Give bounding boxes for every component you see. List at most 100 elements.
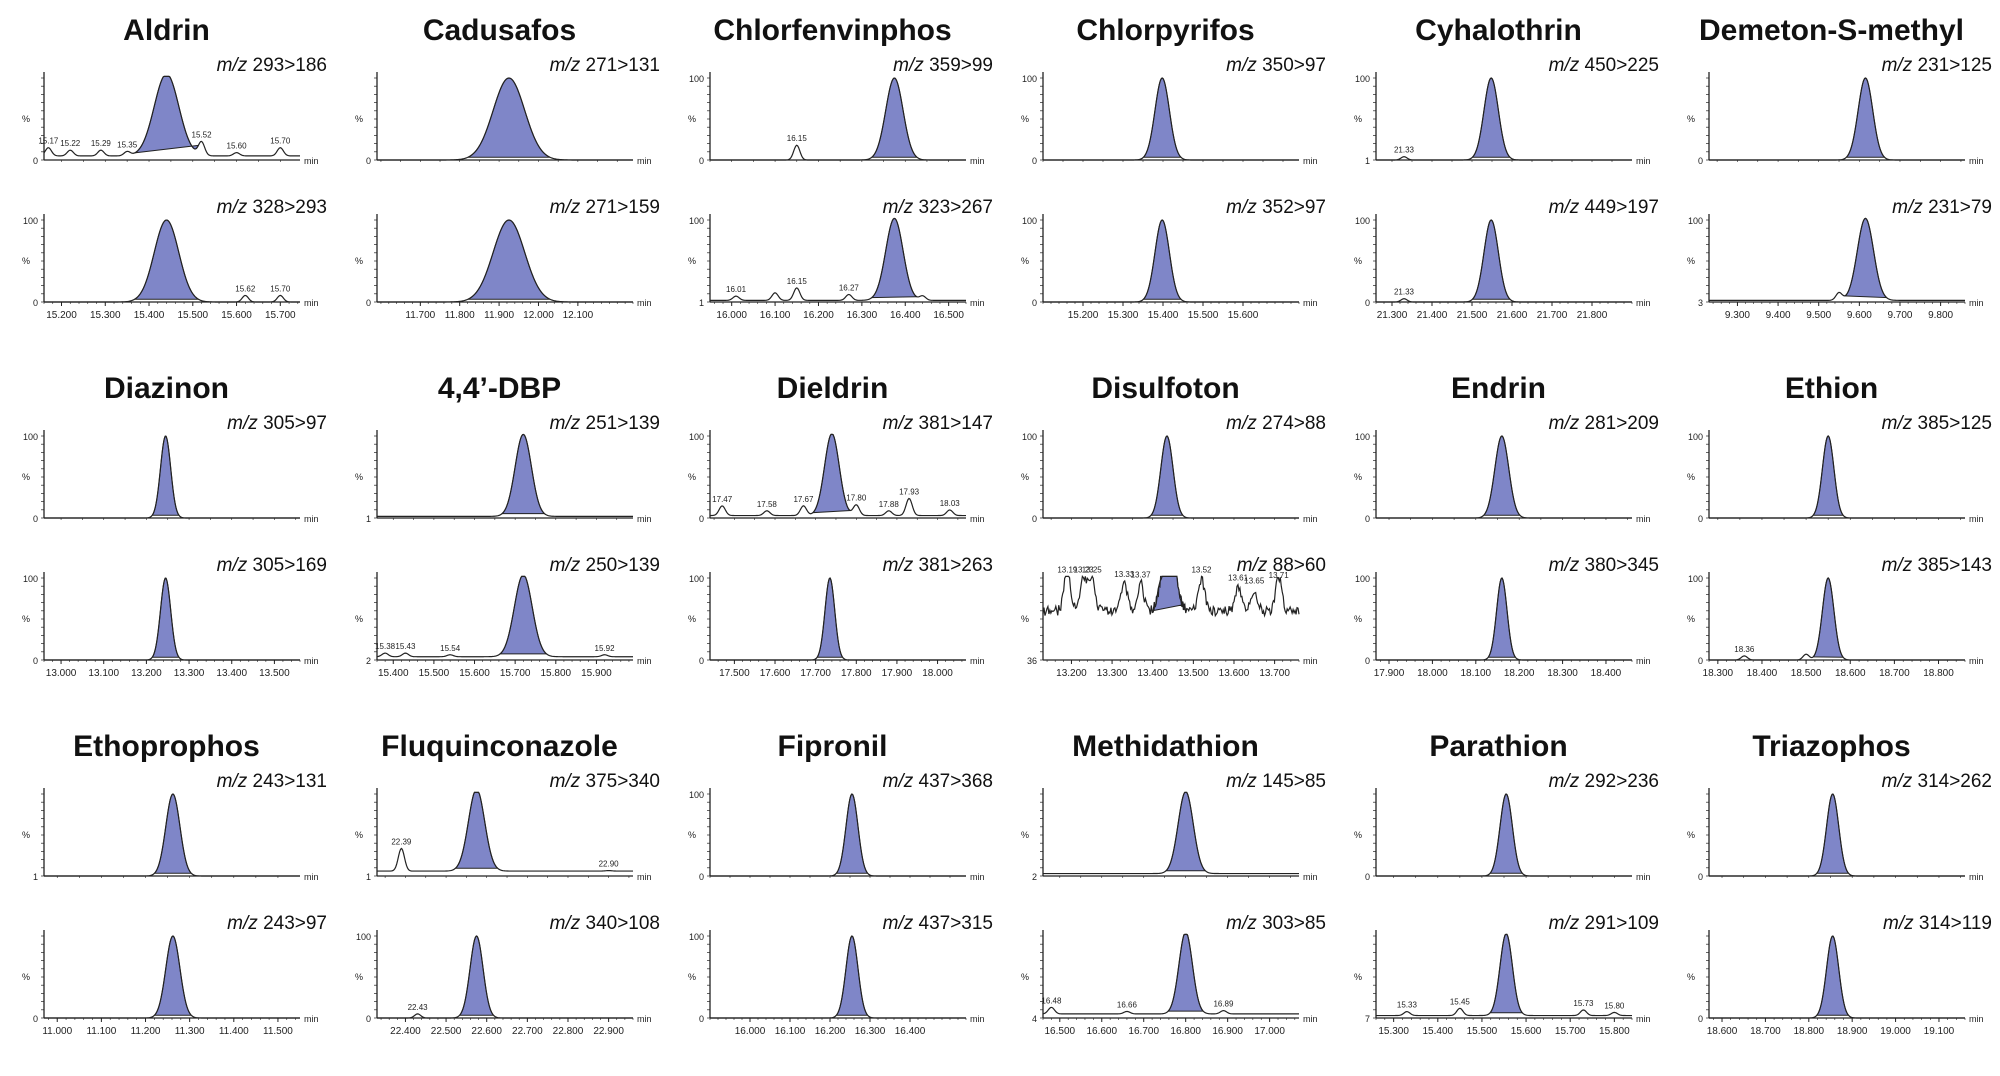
trace-panel: m/z 251>139% 1 min xyxy=(333,413,666,554)
compound-title: Cadusafos xyxy=(422,14,577,47)
trace-plot: % 100 0 min 17.900 18.000 18.100 18.200 18.300 18… xyxy=(1354,572,1651,679)
chromatogram-trace xyxy=(1709,577,1965,661)
mz-value: 328>293 xyxy=(252,197,328,218)
y-min-label: 1 xyxy=(366,872,371,882)
trace-plot: % 100 0 min 18.36 18.300 18.400 18.500 18.600 18.… xyxy=(1687,572,1984,679)
y-max-label: 100 xyxy=(689,574,704,584)
mz-value: 243>97 xyxy=(263,913,327,934)
units-label: min xyxy=(1636,1014,1651,1024)
peak-rt-label: 13.65 xyxy=(1244,577,1265,586)
percent-label: % xyxy=(1687,114,1695,124)
x-tick-label: 17.900 xyxy=(882,668,913,679)
mz-value: 250>139 xyxy=(585,555,661,576)
chromatogram-demeton-s-methyl: Demeton-S-methyl m/z 231>125% 0 min m/z 231>… xyxy=(1665,0,1998,358)
trace-plot: % 0 min xyxy=(355,72,652,166)
x-tick-label: 9.700 xyxy=(1887,310,1912,321)
y-max-label: 100 xyxy=(1688,432,1703,442)
chromatogram-trace xyxy=(377,433,633,517)
peak-rt-label: 15.70 xyxy=(270,137,291,146)
trace-plot: % 1 min xyxy=(22,788,319,882)
y-min-label: 0 xyxy=(33,156,38,166)
trace-plot: % 0 min xyxy=(1687,72,1984,166)
trace-panel: m/z 292>236% 0 min xyxy=(1332,771,1665,912)
trace-plot: % 100 0 min 15.62 15.70 15.200 15.300 15.400 15.5… xyxy=(22,214,319,321)
mz-value: 437>368 xyxy=(918,771,994,792)
x-tick-label: 17.900 xyxy=(1374,668,1405,679)
compound-title: Parathion xyxy=(1429,730,1568,763)
percent-label: % xyxy=(22,614,30,624)
y-min-label: 0 xyxy=(33,514,38,524)
x-tick-label: 15.600 xyxy=(1228,310,1259,321)
chromatogram-methidathion: Methidathion m/z 145>85% 2 min m/z 303>85% 4 m… xyxy=(999,716,1332,1074)
y-min-label: 36 xyxy=(1027,656,1037,666)
x-tick-label: 15.300 xyxy=(1378,1026,1409,1037)
trace-panel: m/z 437>368% 100 0 min xyxy=(666,771,999,912)
y-max-label: 100 xyxy=(1355,216,1370,226)
x-tick-label: 13.300 xyxy=(1097,668,1128,679)
trace-plot: % 1 min xyxy=(355,430,652,524)
trace-plot: % 100 0 min 13.000 13.100 13.200 13.300 13.400 13… xyxy=(22,572,319,679)
x-tick-label: 11.700 xyxy=(405,310,435,321)
chromatogram-cyhalothrin: Cyhalothrin m/z 450>225% 100 1 min 21.33 m/z 4… xyxy=(1332,0,1665,358)
chromatogram-aldrin: Aldrin m/z 293>186% 0 min 15.17 15.22 15.29 15.… xyxy=(0,0,333,358)
percent-label: % xyxy=(22,972,30,982)
trace-panel: m/z 340>108% 100 0 min 22.43 22.400 22.500 22.6… xyxy=(333,913,666,1054)
mz-value: 305>97 xyxy=(263,413,327,434)
mz-value: 323>267 xyxy=(918,197,994,218)
peak-rt-label: 16.15 xyxy=(787,277,808,286)
y-max-label: 100 xyxy=(689,790,704,800)
mz-value: 380>345 xyxy=(1584,555,1660,576)
percent-label: % xyxy=(22,472,30,482)
units-label: min xyxy=(970,156,985,166)
units-label: min xyxy=(304,156,319,166)
x-tick-label: 15.500 xyxy=(1467,1026,1498,1037)
x-tick-label: 16.400 xyxy=(890,310,921,321)
x-tick-label: 9.500 xyxy=(1806,310,1831,321)
mz-value: 450>225 xyxy=(1584,55,1660,76)
y-max-label: 100 xyxy=(1022,74,1037,84)
trace-plot: % 100 0 min xyxy=(1021,430,1318,524)
trace-plot: % 1 min 22.39 22.90 xyxy=(355,788,652,882)
mz-transition-label: m/z 231>125 xyxy=(1881,55,1992,76)
percent-label: % xyxy=(1687,472,1695,482)
x-tick-label: 15.300 xyxy=(90,310,121,321)
peak-rt-label: 16.66 xyxy=(1117,1000,1138,1009)
x-tick-label: 22.500 xyxy=(431,1026,462,1037)
y-min-label: 3 xyxy=(1698,298,1703,308)
x-tick-label: 15.700 xyxy=(500,668,531,679)
x-tick-label: 15.400 xyxy=(1422,1026,1453,1037)
mz-value: 271>159 xyxy=(585,197,661,218)
trace-plot: % 2 min xyxy=(1021,788,1318,882)
trace-panel: m/z 359>99% 100 0 min 16.15 xyxy=(666,55,999,196)
trace-plot: % 100 1 min 21.33 xyxy=(1354,72,1651,166)
peak-rt-label: 15.33 xyxy=(1397,1001,1418,1010)
peak-rt-label: 15.43 xyxy=(395,642,416,651)
trace-plot: % 7 min 15.33 15.45 15.73 15.80 15.300 15.400 15.… xyxy=(1354,930,1651,1037)
peak-rt-label: 22.90 xyxy=(599,860,620,869)
peak-rt-label: 15.62 xyxy=(235,284,256,293)
mz-transition-label: m/z 385>143 xyxy=(1881,555,1992,576)
mz-transition-label: m/z 328>293 xyxy=(216,197,328,218)
units-label: min xyxy=(1303,872,1318,882)
y-min-label: 2 xyxy=(1032,872,1037,882)
chromatogram-disulfoton: Disulfoton m/z 274>88% 100 0 min m/z 88>60% 36… xyxy=(999,358,1332,716)
x-tick-label: 16.500 xyxy=(1044,1026,1075,1037)
x-tick-label: 9.300 xyxy=(1725,310,1750,321)
percent-label: % xyxy=(1687,830,1695,840)
chromatogram-trace xyxy=(1043,219,1299,303)
x-tick-label: 13.500 xyxy=(259,668,290,679)
peak-rt-label: 16.89 xyxy=(1213,1000,1234,1009)
percent-label: % xyxy=(22,256,30,266)
trace-plot: % 2 min 15.38 15.43 15.54 15.92 15.400 15.500 15.… xyxy=(355,572,652,679)
percent-label: % xyxy=(688,830,696,840)
peak-rt-label: 15.80 xyxy=(1604,1001,1625,1010)
chromatogram-ethoprophos: Ethoprophos m/z 243>131% 1 min m/z 243>97% 0 m… xyxy=(0,716,333,1074)
x-tick-label: 16.900 xyxy=(1212,1026,1243,1037)
x-tick-label: 19.000 xyxy=(1880,1026,1911,1037)
compound-title: Ethoprophos xyxy=(73,730,260,763)
percent-label: % xyxy=(1021,472,1029,482)
chromatogram-trace xyxy=(376,575,633,658)
units-label: min xyxy=(637,1014,652,1024)
compound-title: Methidathion xyxy=(1072,730,1259,763)
y-max-label: 100 xyxy=(689,74,704,84)
